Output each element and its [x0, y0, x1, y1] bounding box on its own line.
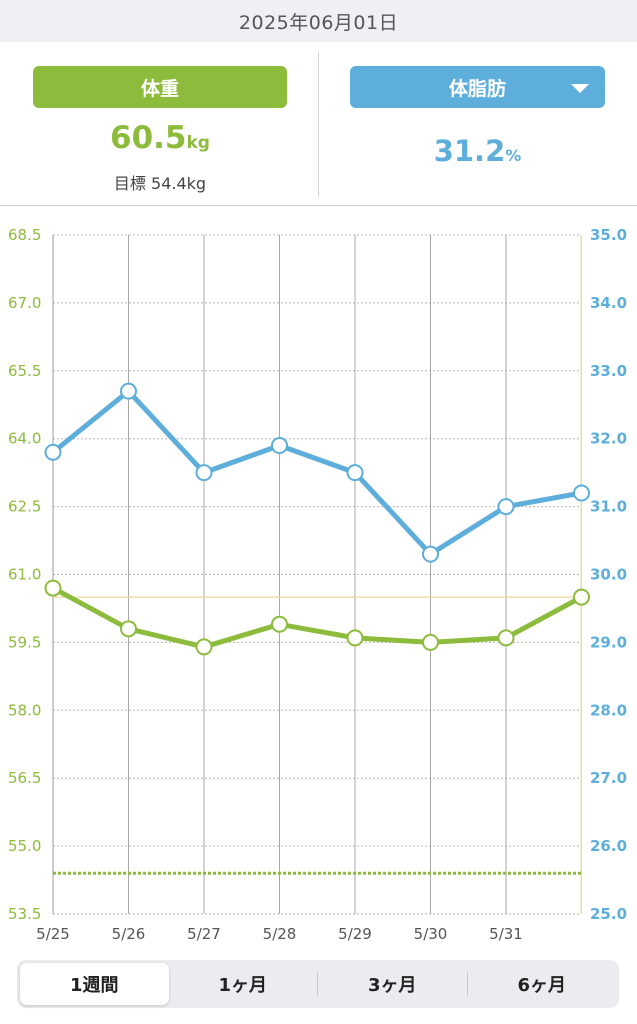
x-tick-label: 5/29 [338, 925, 372, 943]
weight-button-label: 体重 [140, 77, 179, 100]
body-fat-value: 31.2% [350, 134, 605, 168]
y-left-tick-label: 59.5 [8, 633, 41, 651]
body-fat-data-point [422, 545, 439, 563]
weight-button[interactable]: 体重 [33, 66, 287, 108]
tab-label: 3ヶ月 [367, 975, 417, 996]
y-right-tick-label: 28.0 [590, 701, 627, 719]
y-left-tick-label: 61.0 [8, 566, 41, 584]
weight-data-point [573, 588, 590, 606]
weight-number: 60.5 [110, 120, 187, 156]
tab-separator [466, 972, 468, 996]
y-right-tick-label: 34.0 [590, 294, 627, 312]
body-fat-data-point [271, 436, 288, 454]
y-right-tick-label: 33.0 [590, 362, 627, 380]
y-left-tick-label: 56.5 [8, 769, 41, 787]
tab-separator [317, 972, 318, 996]
weight-unit: kg [186, 133, 210, 153]
x-tick-label: 5/25 [36, 925, 70, 943]
caret-down-icon [571, 84, 589, 93]
goal-label: 目標 [113, 174, 146, 193]
x-tick-label: 5/31 [489, 925, 523, 943]
tab-1-week[interactable]: 1週間 [20, 963, 169, 1005]
tab-label: 6ヶ月 [517, 975, 567, 996]
y-left-tick-label: 62.5 [8, 498, 41, 516]
y-right-tick-label: 27.0 [590, 769, 627, 787]
body-fat-series-line [50, 388, 584, 557]
weight-data-point [346, 629, 364, 647]
date-label: 2025年06月01日 [238, 11, 399, 34]
y-left-tick-label: 67.0 [8, 294, 41, 312]
weight-fat-chart[interactable]: 68.5 67.0 65.5 64.0 62.5 61.0 59.5 58.0 56.5 55.0… [0, 206, 637, 950]
stats-panel: 体重 60.5kg 目標 54.4kg 体脂肪 31.2% [0, 42, 637, 206]
y-right-tick-label: 29.0 [590, 633, 627, 651]
goal-value: 54.4kg [151, 174, 207, 193]
y-left-tick-label: 58.0 [8, 701, 41, 719]
y-right-tick-label: 26.0 [590, 837, 627, 855]
y-left-tick-label: 64.0 [8, 430, 41, 448]
body-fat-data-point [44, 443, 62, 461]
body-fat-data-point [346, 464, 364, 482]
weight-goal: 目標 54.4kg [33, 170, 287, 194]
y-left-tick-label: 55.0 [8, 837, 41, 855]
weight-data-point [497, 629, 515, 647]
tab-1-month[interactable]: 1ヶ月 [169, 963, 318, 1005]
x-tick-label: 5/30 [414, 925, 448, 943]
body-fat-data-point [573, 484, 590, 502]
tab-label: 1ヶ月 [218, 975, 268, 996]
y-right-tick-label: 25.0 [590, 905, 627, 923]
y-right-tick-label: 31.0 [590, 498, 627, 516]
tab-3-months[interactable]: 3ヶ月 [318, 963, 467, 1005]
weight-data-point [271, 615, 288, 633]
body-fat-data-point [120, 382, 137, 400]
y-right-tick-label: 32.0 [590, 430, 627, 448]
body-fat-data-point [497, 498, 515, 516]
y-left-tick-label: 68.5 [8, 226, 41, 244]
x-tick-label: 5/26 [112, 925, 146, 943]
weight-data-point [120, 620, 137, 638]
body-fat-number: 31.2 [433, 134, 506, 168]
y-right-tick-label: 35.0 [590, 226, 627, 244]
body-fat-data-point [195, 464, 213, 482]
body-fat-dropdown-button[interactable]: 体脂肪 [350, 66, 605, 108]
stats-divider [318, 52, 319, 197]
tab-6-months[interactable]: 6ヶ月 [468, 963, 617, 1005]
y-right-tick-label: 30.0 [590, 566, 627, 584]
period-selector: 1週間 1ヶ月 3ヶ月 6ヶ月 [17, 960, 619, 1008]
y-left-tick-label: 53.5 [8, 905, 41, 923]
weight-series-line [50, 585, 584, 650]
body-fat-button-label: 体脂肪 [448, 77, 506, 100]
weight-data-point [44, 579, 62, 597]
x-tick-label: 5/27 [187, 925, 221, 943]
tab-label: 1週間 [69, 975, 119, 996]
date-header: 2025年06月01日 [0, 0, 637, 42]
body-fat-unit: % [505, 146, 522, 165]
weight-value: 60.5kg [33, 120, 287, 156]
weight-data-point [422, 633, 439, 651]
x-tick-label: 5/28 [263, 925, 297, 943]
weight-data-point [195, 638, 213, 656]
y-left-tick-label: 65.5 [8, 362, 41, 380]
